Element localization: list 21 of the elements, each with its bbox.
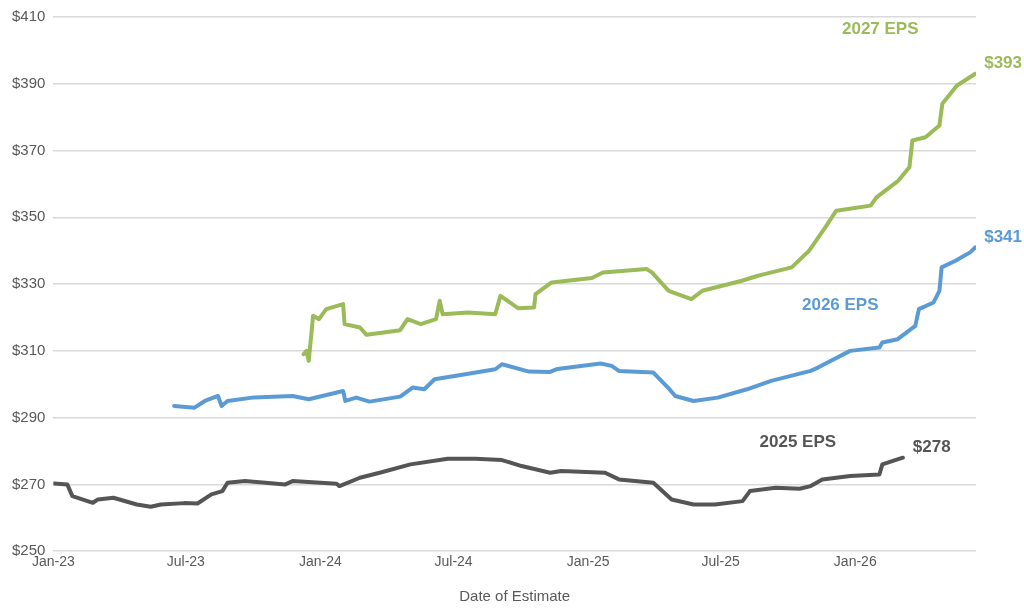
series-label: 2025 EPS [759, 432, 837, 452]
x-tick-label: Jan-24 [299, 553, 343, 570]
y-tick-label: $410 [11, 7, 46, 25]
y-tick-label: $270 [11, 474, 46, 492]
series-label: 2026 EPS [801, 295, 879, 315]
y-tick-label: $350 [11, 207, 46, 225]
x-tick-label: Jul-23 [166, 553, 206, 570]
x-tick-label: Jan-25 [566, 553, 610, 570]
x-axis-title: Date of Estimate [459, 587, 571, 605]
x-tick-label: Jul-25 [701, 553, 740, 570]
text: 2027 EPS [841, 19, 919, 39]
y-tick-label: $390 [11, 73, 46, 91]
y-tick-label: $290 [11, 407, 46, 425]
x-tick-label: Jan-26 [833, 553, 877, 570]
data-label: $278 [912, 437, 951, 457]
x-tick-label: Jul-24 [434, 553, 473, 570]
y-tick-label: $330 [11, 274, 46, 292]
y-tick-label: $310 [11, 341, 46, 359]
data-label: $393 [984, 53, 1023, 73]
y-tick-label: $370 [11, 140, 46, 158]
data-label: $341 [984, 227, 1023, 247]
